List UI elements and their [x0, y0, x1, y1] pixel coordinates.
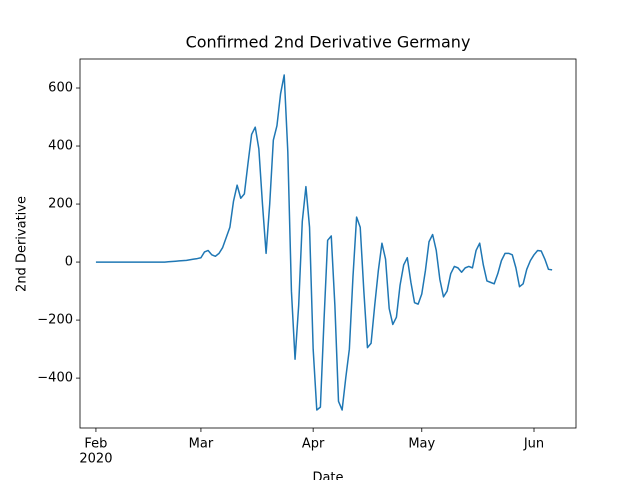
x-offset-label: 2020 — [79, 452, 112, 467]
y-tick-label: 600 — [48, 81, 73, 96]
y-tick-label: 200 — [48, 197, 73, 212]
y-tick-label: 0 — [65, 255, 73, 270]
y-tick-label: −400 — [37, 371, 73, 386]
y-axis-label: 2nd Derivative — [15, 196, 30, 292]
chart-title: Confirmed 2nd Derivative Germany — [186, 33, 471, 52]
x-tick-label: Feb — [84, 437, 107, 452]
x-tick-label: Mar — [189, 437, 214, 452]
y-tick-label: −200 — [37, 313, 73, 328]
y-tick-label: 400 — [48, 139, 73, 154]
x-tick-label: Jun — [523, 437, 544, 452]
x-tick-label: Apr — [302, 437, 325, 452]
data-line — [95, 74, 553, 411]
x-axis-label: Date — [312, 471, 343, 480]
x-tick-label: May — [408, 437, 435, 452]
plot-frame — [79, 58, 577, 429]
